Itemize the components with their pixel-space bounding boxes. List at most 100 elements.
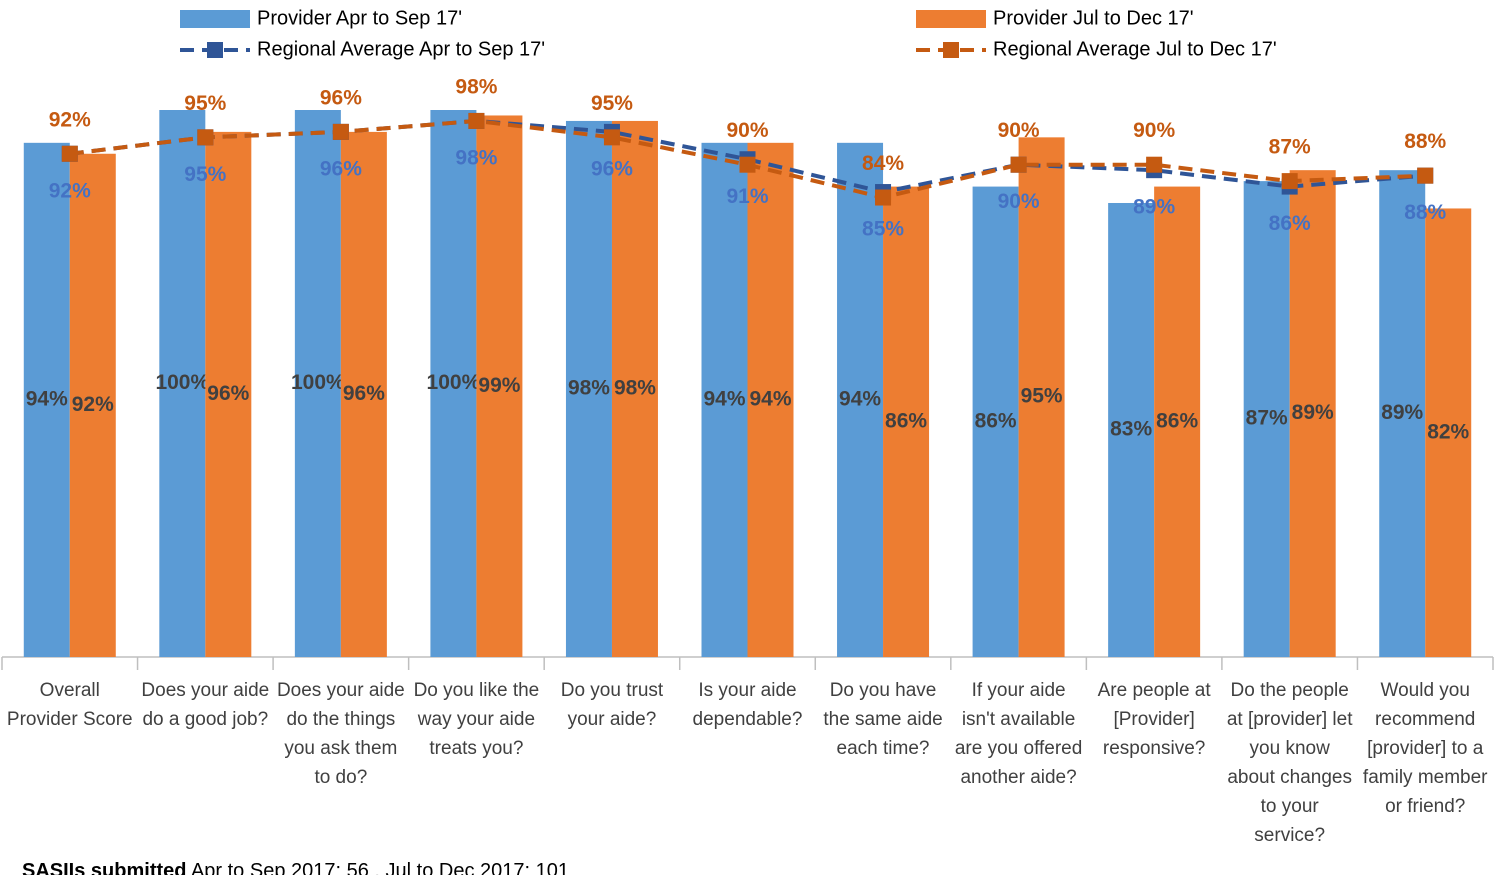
bar-value-label: 98% (614, 377, 656, 400)
line-value-label: 86% (1269, 212, 1311, 235)
bar-value-label: 83% (1110, 418, 1152, 441)
line-value-label: 95% (184, 92, 226, 115)
bar-value-label: 89% (1292, 401, 1334, 424)
bar-value-label: 94% (839, 387, 881, 410)
bar (69, 153, 116, 657)
bar (159, 110, 206, 657)
bar-value-label: 86% (1156, 409, 1198, 432)
legend-label: Regional Average Apr to Sep 17' (257, 38, 545, 60)
bar (476, 115, 523, 658)
bar (1243, 181, 1290, 658)
legend-label: Provider Jul to Dec 17' (993, 7, 1194, 29)
bar (747, 142, 794, 657)
line-marker (1417, 167, 1434, 184)
line-value-label: 91% (726, 185, 768, 208)
line-value-label: 95% (591, 92, 633, 115)
line-marker (1010, 156, 1027, 173)
x-tick-label: Do you have the same aide each time? (823, 680, 943, 759)
line-value-label: 85% (862, 218, 904, 241)
bar-value-label: 94% (703, 387, 745, 410)
line-marker (468, 112, 485, 129)
legend-marker (943, 42, 959, 58)
line-value-label: 96% (591, 157, 633, 180)
bar (340, 131, 387, 657)
x-tick-label: Does your aide do the things you ask the… (276, 680, 405, 788)
bar (972, 186, 1019, 657)
bar-value-label: 86% (885, 409, 927, 432)
bar-value-label: 82% (1427, 420, 1469, 443)
line-marker (61, 145, 78, 162)
line-value-label: 90% (998, 190, 1040, 213)
bar-value-label: 100% (427, 371, 481, 394)
legend-label: Regional Average Jul to Dec 17' (993, 38, 1277, 60)
line-value-label: 92% (49, 108, 91, 131)
line-value-label: 90% (1133, 119, 1175, 142)
line-value-label: 84% (862, 152, 904, 175)
x-tick-label: Is your aide dependable? (692, 680, 803, 730)
line-marker (875, 189, 892, 206)
bar-value-label: 87% (1246, 407, 1288, 430)
bar (837, 142, 884, 657)
x-tick-label: Do the people at [provider] let you know… (1226, 680, 1353, 846)
line-value-label: 98% (455, 146, 497, 169)
line-marker (332, 123, 349, 140)
line-marker (739, 156, 756, 173)
bar (205, 131, 252, 657)
bar-value-label: 89% (1381, 401, 1423, 424)
legend-swatch (916, 10, 986, 28)
line-value-label: 89% (1133, 196, 1175, 219)
bar-value-label: 96% (343, 382, 385, 405)
x-tick-label: Are people at [Provider] responsive? (1097, 680, 1211, 759)
bar (23, 142, 70, 657)
legend-label: Provider Apr to Sep 17' (257, 7, 462, 29)
x-tick-label: Do you trust your aide? (560, 680, 664, 730)
bar (1018, 137, 1065, 658)
line-value-label: 95% (184, 163, 226, 186)
bar-value-label: 98% (568, 377, 610, 400)
bar (883, 186, 930, 657)
bar-value-label: 94% (749, 387, 791, 410)
line-marker (1281, 173, 1298, 190)
line-value-label: 96% (320, 86, 362, 109)
footnote: SASIIs submitted Apr to Sep 2017: 56 , J… (22, 860, 569, 875)
line-value-label: 92% (49, 179, 91, 202)
bar-value-label: 94% (26, 387, 68, 410)
x-tick-label: Does your aide do a good job? (141, 680, 270, 730)
bar-value-label: 96% (207, 382, 249, 405)
x-tick-label: If your aide isn't available are you off… (954, 680, 1083, 788)
bar (1108, 202, 1155, 658)
line-marker (603, 129, 620, 146)
bar (1289, 170, 1336, 658)
line-value-label: 90% (726, 119, 768, 142)
bar (1379, 170, 1426, 658)
footnote-label: SASIIs submitted (22, 860, 187, 875)
footnote-text: Apr to Sep 2017: 56 , Jul to Dec 2017: 1… (190, 860, 569, 875)
bar (611, 120, 658, 657)
x-tick-label: Overall Provider Score (6, 680, 133, 730)
line-value-label: 88% (1404, 130, 1446, 153)
line-value-label: 87% (1269, 136, 1311, 159)
x-tick-label: Do you like the way your aide treats you… (413, 680, 540, 759)
bar (430, 110, 477, 657)
bar-value-label: 99% (478, 374, 520, 397)
legend-marker (207, 42, 223, 58)
legend-swatch (180, 10, 250, 28)
line-value-label: 90% (998, 119, 1040, 142)
bar-value-label: 95% (1021, 385, 1063, 408)
bar (565, 120, 612, 657)
line-value-label: 96% (320, 157, 362, 180)
bar-value-label: 86% (975, 409, 1017, 432)
bar (1154, 186, 1201, 657)
line-marker (1146, 156, 1163, 173)
line-marker (197, 129, 214, 146)
bar (701, 142, 748, 657)
bar-value-label: 92% (72, 393, 114, 416)
bar-value-label: 100% (155, 371, 209, 394)
line-value-label: 98% (455, 75, 497, 98)
bar (294, 110, 341, 657)
bar-value-label: 100% (291, 371, 345, 394)
line-value-label: 88% (1404, 201, 1446, 224)
bar (1425, 208, 1472, 657)
